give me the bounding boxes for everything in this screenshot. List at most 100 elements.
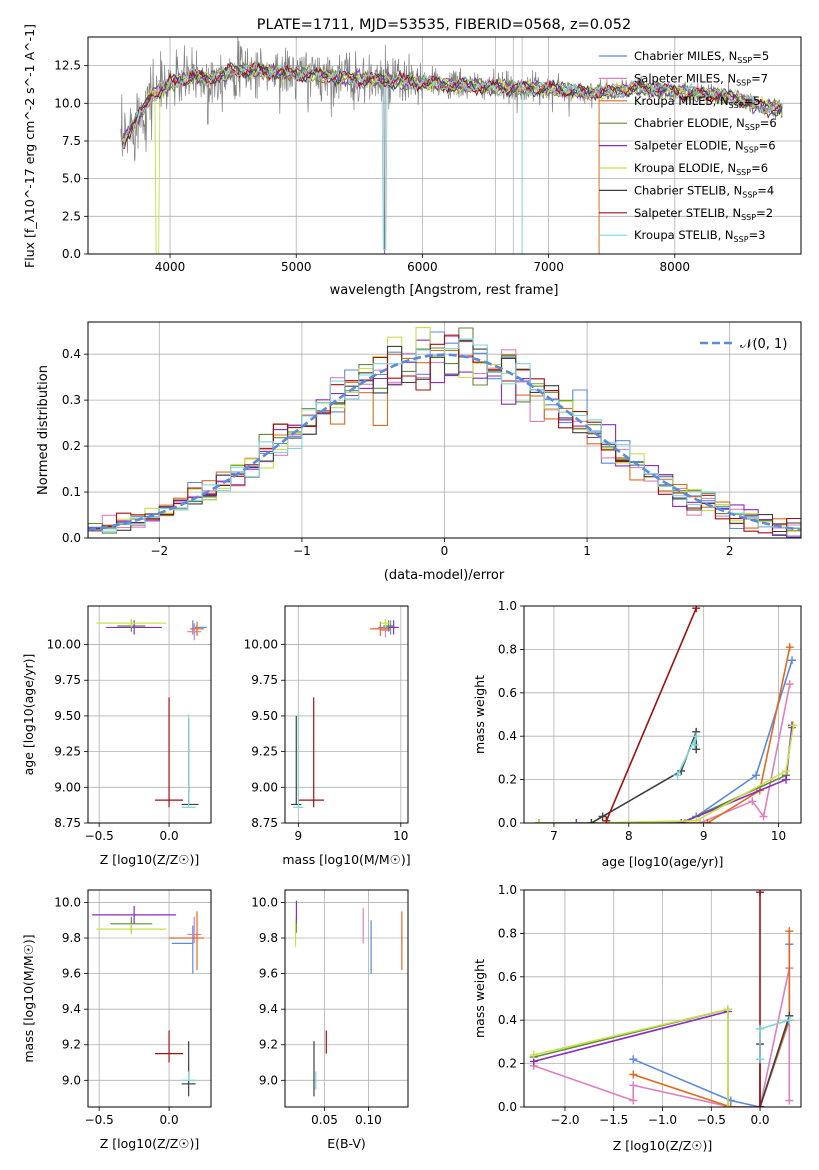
y-tick-label: 8.75: [54, 816, 81, 830]
x-axis-label: Z [log10(Z/Z☉)]: [100, 852, 200, 867]
legend-n: 6: [768, 139, 775, 153]
x-tick-label: 10: [771, 829, 786, 843]
weight-marker-krou_miles: [703, 819, 712, 823]
legend-label: Kroupa ELODIE, N: [634, 161, 736, 175]
legend-n: 7: [761, 71, 768, 85]
weight-marker-krou_miles: [629, 1070, 638, 1079]
axes-frame: [523, 605, 802, 824]
legend-equals: =: [752, 49, 762, 63]
legend-equals: =: [757, 183, 767, 197]
legend-subscript: SSP: [734, 235, 749, 244]
x-tick-label: 7: [550, 829, 558, 843]
weight-marker-salp_stelib: [756, 1103, 765, 1107]
weight-marker-chab_stelib: [692, 745, 701, 754]
legend-entry-salp_elodie: Salpeter ELODIE, NSSP=6: [634, 139, 776, 155]
weight-line-chab_stelib: [590, 731, 698, 823]
legend-entry-chab_stelib: Chabrier STELIB, NSSP=4: [634, 183, 774, 199]
weight-marker-salp_miles: [759, 812, 768, 821]
axes-frame: [284, 605, 409, 824]
y-tick-label: 12.5: [54, 59, 81, 73]
weight-marker-salp_elodie: [782, 775, 791, 784]
weight-marker-salp_miles: [785, 680, 794, 689]
age_vs_Z-points: [96, 618, 207, 808]
y-tick-label: 9.25: [251, 745, 278, 759]
weight-marker-krou_stelib: [756, 1055, 765, 1064]
legend-entry-salp_miles: Salpeter MILES, NSSP=7: [634, 71, 768, 87]
x-tick-label: −1.0: [648, 1113, 677, 1127]
y-tick-label: 9.50: [251, 709, 278, 723]
legend-entry-salp_stelib: Salpeter STELIB, NSSP=2: [634, 206, 773, 222]
y-tick-label: 9.2: [259, 1038, 278, 1052]
weight-marker-salp_stelib: [756, 890, 765, 897]
weight-marker-salp_elodie: [572, 819, 581, 823]
x-tick-label: 8000: [660, 260, 691, 274]
x-tick-label: −2: [150, 544, 168, 558]
legend-label: Chabrier ELODIE, N: [634, 116, 745, 130]
weight-line-chab_stelib: [759, 1015, 791, 1107]
weight_vs_age-lines: [534, 606, 798, 823]
y-tick-label: 9.75: [251, 673, 278, 687]
x-axis-label: Z [log10(Z/Z☉)]: [100, 1136, 200, 1151]
legend-subscript: SSP: [745, 123, 760, 132]
weight-marker-krou_miles: [785, 643, 794, 652]
legend-label: Salpeter STELIB, N: [634, 206, 741, 220]
weight-marker-salp_miles: [629, 1081, 638, 1090]
y-tick-label: 0.2: [498, 773, 517, 787]
legend-n: 5: [762, 49, 769, 63]
x-tick-label: 6000: [407, 260, 438, 274]
y-tick-label: 0.8: [498, 926, 517, 940]
y-tick-label: 0.6: [498, 970, 517, 984]
y-tick-label: 9.8: [259, 931, 278, 945]
y-tick-label: 9.0: [259, 1073, 278, 1087]
y-tick-label: 10.0: [251, 895, 278, 909]
y-tick-label: 9.4: [62, 1002, 81, 1016]
x-tick-label: −0.5: [85, 829, 114, 843]
y-tick-label: 0.2: [498, 1057, 517, 1071]
legend-subscript: SSP: [737, 56, 752, 65]
weight-marker-krou_elodie: [789, 721, 798, 730]
legend-equals: =: [760, 116, 770, 130]
age_vs_Z-panel: −0.5 0.0 8.75 9.00 9.25 9.50 9.75 10.00 Z [log10…: [21, 605, 212, 867]
x-tick-label: −0.5: [85, 1113, 114, 1127]
legend-entry-krou_stelib: Kroupa STELIB, NSSP=3: [634, 228, 766, 244]
y-tick-label: 9.4: [259, 1002, 278, 1016]
y-tick-label: 10.0: [54, 895, 81, 909]
x-tick-label: −1.5: [599, 1113, 628, 1127]
x-tick-label: 8: [625, 829, 633, 843]
x-tick-label: 0.0: [750, 1113, 769, 1127]
axes-frame: [284, 889, 409, 1108]
x-tick-label: 9: [700, 829, 708, 843]
legend-label: Salpeter ELODIE, N: [634, 139, 744, 153]
weight-marker-krou_miles: [785, 927, 794, 936]
y-tick-label: 2.5: [62, 209, 81, 223]
x-tick-label: 9: [295, 829, 303, 843]
y-tick-label: 9.6: [259, 967, 278, 981]
legend-n: 4: [767, 183, 774, 197]
weight-line-krou_miles: [632, 931, 791, 1107]
weight-marker-krou_elodie: [782, 766, 791, 775]
y-tick-label: 1.0: [498, 883, 517, 897]
legend-n: 6: [761, 161, 768, 175]
model-spectrum-chab_stelib: [121, 62, 783, 146]
y-tick-label: 0.0: [498, 816, 517, 830]
y-tick-label: 0.4: [498, 729, 517, 743]
legend-equals: =: [751, 71, 761, 85]
legend-entry-krou_miles: Kroupa MILES, NSSP=5: [634, 94, 761, 110]
x-tick-label: 0: [441, 544, 449, 558]
axes-frame: [87, 605, 212, 824]
y-tick-label: 9.50: [54, 709, 81, 723]
weight-marker-krou_elodie: [692, 816, 701, 823]
mass_vs_Z-points: [92, 906, 205, 1097]
y-tick-label: 10.0: [54, 96, 81, 110]
legend-label: Chabrier STELIB, N: [634, 183, 742, 197]
x-tick-label: 0.0: [160, 829, 179, 843]
legend-label: Kroupa STELIB, N: [634, 228, 734, 242]
weight-marker-chab_stelib: [598, 812, 607, 821]
y-tick-label: 9.00: [251, 780, 278, 794]
y-tick-label: 5.0: [62, 172, 81, 186]
x-axis-label: Z [log10(Z/Z☉)]: [613, 1138, 713, 1153]
weight_vs_Z-panel: −2.0 −1.5 −1.0 −0.5 0.0 0.0 0.2 0.4 0.6 0.8 1.0 Z […: [472, 883, 802, 1153]
legend-equals: =: [749, 228, 759, 242]
legend-subscript: SSP: [741, 213, 756, 222]
